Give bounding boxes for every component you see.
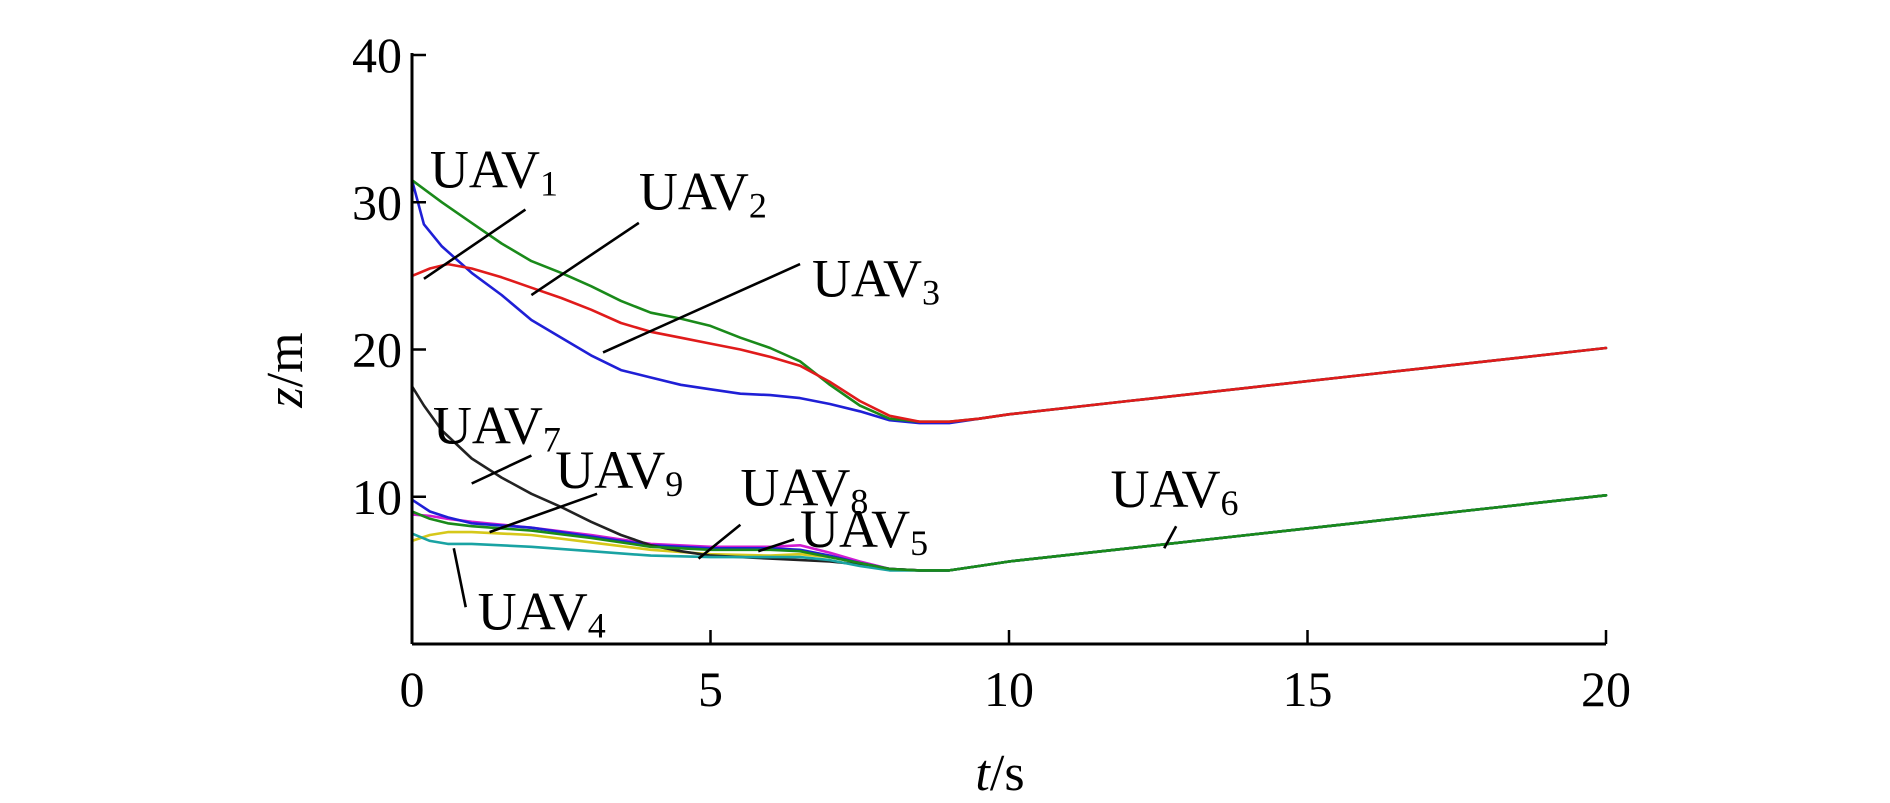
x-tick-label: 15 bbox=[1283, 661, 1333, 717]
y-tick-label: 10 bbox=[352, 469, 402, 525]
x-tick-label: 5 bbox=[698, 661, 723, 717]
annotation-leader bbox=[452, 548, 468, 608]
y-axis-label: z/m bbox=[257, 332, 314, 408]
annotation-label: UAV9 bbox=[555, 440, 683, 504]
series-line-uav3 bbox=[410, 262, 1608, 424]
annotation-label: UAV6 bbox=[1110, 459, 1238, 523]
series-line-uav4 bbox=[410, 493, 1608, 572]
annotation-label: UAV7 bbox=[433, 396, 561, 460]
x-tick-label: 10 bbox=[984, 661, 1034, 717]
y-tick-label: 40 bbox=[352, 27, 402, 83]
series-line-uav9 bbox=[410, 493, 1608, 572]
annotation-label: UAV3 bbox=[812, 248, 940, 312]
ticks: 0 5 10 15 20 10 20 30 40 bbox=[352, 27, 1631, 717]
axes bbox=[410, 53, 1606, 646]
annotation-leader bbox=[423, 208, 527, 280]
annotation-leader bbox=[602, 262, 801, 354]
annotation-leader bbox=[489, 492, 598, 534]
annotation-leader bbox=[1163, 525, 1178, 549]
annotation-label: UAV1 bbox=[430, 140, 558, 204]
plot-lines bbox=[410, 178, 1608, 572]
series-line-uav2 bbox=[410, 178, 1608, 424]
series-line-uav6 bbox=[410, 493, 1608, 572]
annotation-label: UAV8 bbox=[740, 458, 868, 522]
series-line-uav5 bbox=[410, 493, 1608, 572]
y-tick-label: 20 bbox=[352, 322, 402, 378]
annotation-leader bbox=[471, 454, 532, 485]
series-line-uav8 bbox=[410, 493, 1608, 572]
x-axis-label: t/s bbox=[975, 745, 1024, 802]
annotation-label: UAV5 bbox=[800, 499, 928, 563]
series-line-uav1 bbox=[410, 178, 1608, 425]
x-tick-label: 20 bbox=[1581, 661, 1631, 717]
x-tick-label: 0 bbox=[400, 661, 425, 717]
annotation-label: UAV4 bbox=[478, 581, 606, 645]
y-tick-label: 30 bbox=[352, 174, 402, 230]
annotation-leader bbox=[757, 538, 795, 553]
annotation-leader bbox=[697, 523, 742, 560]
annotation-leader bbox=[530, 221, 640, 297]
annotation-label: UAV2 bbox=[639, 162, 767, 226]
